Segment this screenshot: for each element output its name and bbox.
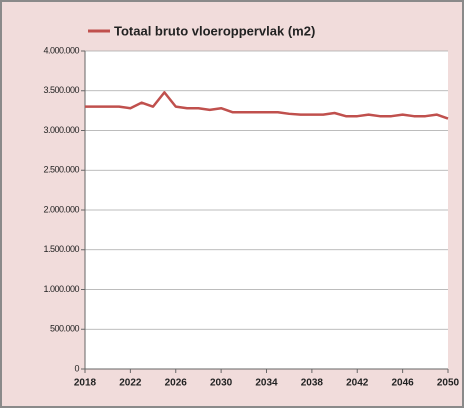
x-tick-label: 2022 [119, 378, 142, 389]
x-tick-label: 2018 [74, 378, 97, 389]
x-tick-label: 2038 [301, 378, 324, 389]
y-tick-label: 4.000.000 [43, 45, 79, 55]
y-tick-label: 2.500.000 [43, 165, 79, 175]
y-tick-label: 3.500.000 [43, 85, 79, 95]
y-tick-label: 2.000.000 [43, 204, 79, 214]
y-tick-label: 0 [74, 363, 79, 373]
x-tick-label: 2026 [165, 378, 188, 389]
series-line [85, 91, 449, 120]
y-tick-label: 1.500.000 [43, 244, 79, 254]
x-tick-label: 2042 [346, 378, 369, 389]
y-tick-label: 1.000.000 [43, 284, 79, 294]
legend-label: Totaal bruto vloeroppervlak (m2) [114, 23, 315, 38]
x-tick-label: 2050 [437, 378, 460, 389]
y-tick-label: 3.000.000 [43, 125, 79, 135]
x-tick-label: 2030 [210, 378, 233, 389]
x-tick-label: 2046 [392, 378, 415, 389]
x-tick-label: 2034 [255, 378, 278, 389]
y-tick-label: 500.000 [50, 324, 80, 334]
